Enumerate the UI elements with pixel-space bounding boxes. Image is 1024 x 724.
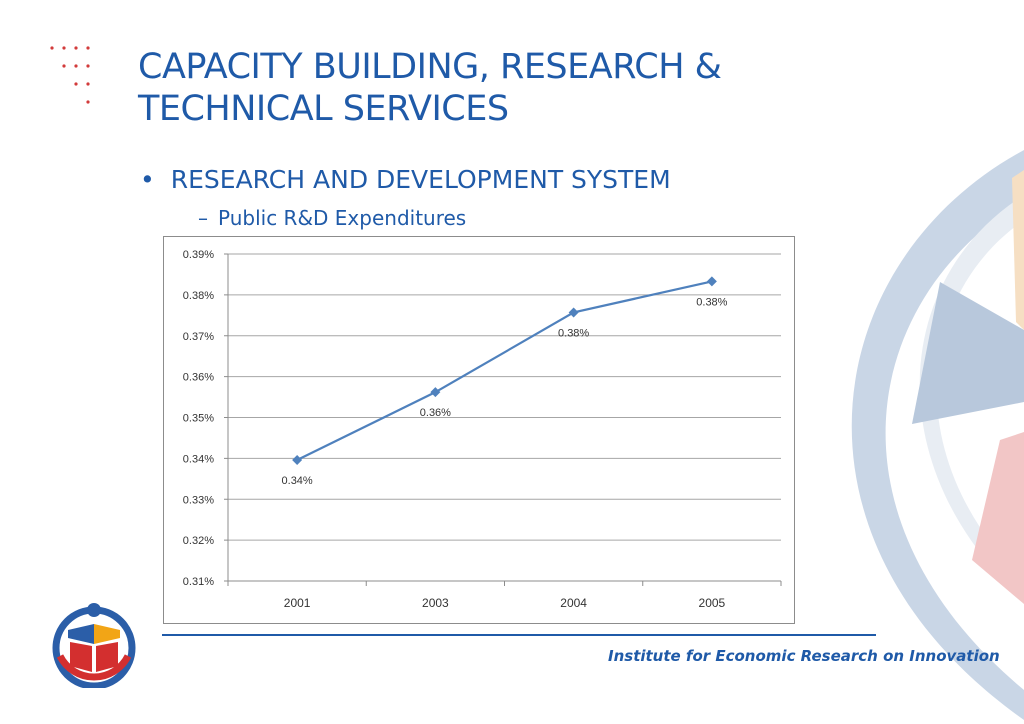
data-label: 0.38% — [558, 327, 589, 339]
bullet-marker: • — [140, 165, 155, 194]
title-line-2: TECHNICAL SERVICES — [138, 89, 509, 129]
decorative-red-shape — [972, 432, 1024, 604]
institute-logo — [52, 603, 136, 688]
chart-svg: 0.31% 0.32% 0.33% 0.34% 0.35% 0.36% 0.37% 0.38%… — [183, 249, 782, 610]
bullet-item: • RESEARCH AND DEVELOPMENT SYSTEM — [140, 164, 671, 196]
data-point — [292, 455, 303, 466]
y-tick-label: 0.32% — [183, 535, 214, 547]
data-point — [706, 276, 717, 287]
y-tick-label: 0.34% — [183, 453, 214, 465]
x-tick-label: 2003 — [422, 596, 449, 610]
x-tick-label: 2001 — [284, 596, 311, 610]
title-line-1: CAPACITY BUILDING, RESEARCH & — [138, 47, 722, 87]
y-tick-label: 0.35% — [183, 413, 214, 425]
x-tick-label: 2005 — [699, 596, 726, 610]
series-line — [296, 280, 713, 461]
decorative-arc — [851, 150, 1024, 720]
decorative-blue-triangle — [912, 282, 1024, 424]
bullet-text: RESEARCH AND DEVELOPMENT SYSTEM — [170, 165, 671, 194]
y-tick-label: 0.37% — [183, 331, 214, 343]
y-tick-label: 0.38% — [183, 290, 214, 302]
subbullet-item: – Public R&D Expenditures — [198, 204, 466, 232]
data-label: 0.38% — [696, 296, 727, 308]
y-tick-label: 0.39% — [183, 249, 214, 261]
subbullet-marker: – — [198, 206, 208, 230]
dot-grid-decoration — [50, 46, 90, 104]
data-label: 0.36% — [420, 407, 451, 419]
slide-title: CAPACITY BUILDING, RESEARCH & TECHNICAL … — [138, 46, 858, 130]
data-point — [430, 387, 441, 398]
y-tick-label: 0.36% — [183, 372, 214, 384]
subbullet-text: Public R&D Expenditures — [218, 206, 467, 230]
footer-text: Institute for Economic Research on Innov… — [608, 647, 1000, 665]
y-tick-label: 0.31% — [183, 576, 214, 588]
y-tick-label: 0.33% — [183, 494, 214, 506]
footer-divider — [162, 634, 876, 636]
decorative-orange-shape — [1012, 170, 1024, 330]
data-point — [568, 307, 579, 318]
line-chart: 0.31% 0.32% 0.33% 0.34% 0.35% 0.36% 0.37% 0.38%… — [163, 236, 795, 624]
data-label: 0.34% — [282, 475, 313, 487]
x-tick-label: 2004 — [560, 596, 587, 610]
